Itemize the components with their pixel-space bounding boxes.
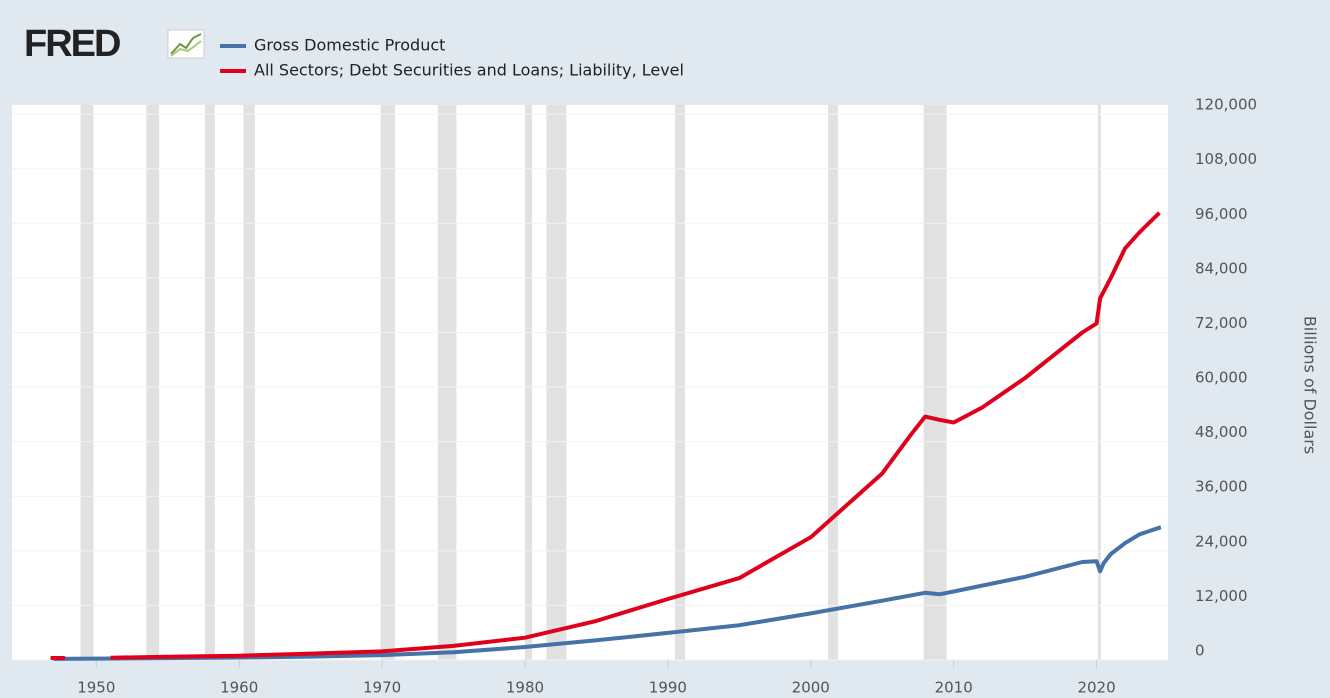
x-tick-label: 2020	[1077, 679, 1115, 697]
x-tick-label: 1970	[363, 679, 401, 697]
x-tick-label: 1950	[77, 679, 115, 697]
recession-band	[146, 105, 160, 660]
y-tick-label: 48,000	[1195, 423, 1248, 441]
recession-band	[1097, 105, 1101, 660]
recession-band	[827, 105, 838, 660]
series-line	[53, 525, 1162, 661]
recession-band	[380, 105, 395, 660]
x-tick-label: 2000	[792, 679, 830, 697]
recession-band	[546, 105, 567, 660]
y-tick-label: 60,000	[1195, 369, 1248, 387]
recession-band	[524, 105, 533, 660]
recession-band	[80, 105, 94, 660]
x-tick-label: 1990	[649, 679, 687, 697]
plot-area	[12, 105, 1168, 660]
series-line	[50, 211, 1161, 660]
y-tick-label: 120,000	[1195, 96, 1257, 114]
recession-band	[437, 105, 457, 660]
x-tick-label: 1960	[220, 679, 258, 697]
recession-band	[923, 105, 947, 660]
x-tick-label: 2010	[935, 679, 973, 697]
y-axis-label: Billions of Dollars	[1301, 316, 1320, 454]
x-tick-label: 1980	[506, 679, 544, 697]
y-tick-label: 96,000	[1195, 205, 1248, 223]
y-tick-label: 84,000	[1195, 259, 1248, 277]
y-tick-label: 0	[1195, 642, 1205, 660]
y-tick-label: 108,000	[1195, 150, 1257, 168]
logo: FRED	[24, 23, 120, 65]
legend-label: Gross Domestic Product	[254, 36, 445, 55]
legend-label: All Sectors; Debt Securities and Loans; …	[254, 61, 684, 80]
logo-icon	[167, 29, 205, 59]
y-tick-label: 12,000	[1195, 587, 1248, 605]
y-tick-label: 36,000	[1195, 478, 1248, 496]
recession-band	[243, 105, 255, 660]
y-tick-label: 24,000	[1195, 532, 1248, 550]
recession-band	[204, 105, 215, 660]
y-tick-label: 72,000	[1195, 314, 1248, 332]
recession-band	[675, 105, 686, 660]
